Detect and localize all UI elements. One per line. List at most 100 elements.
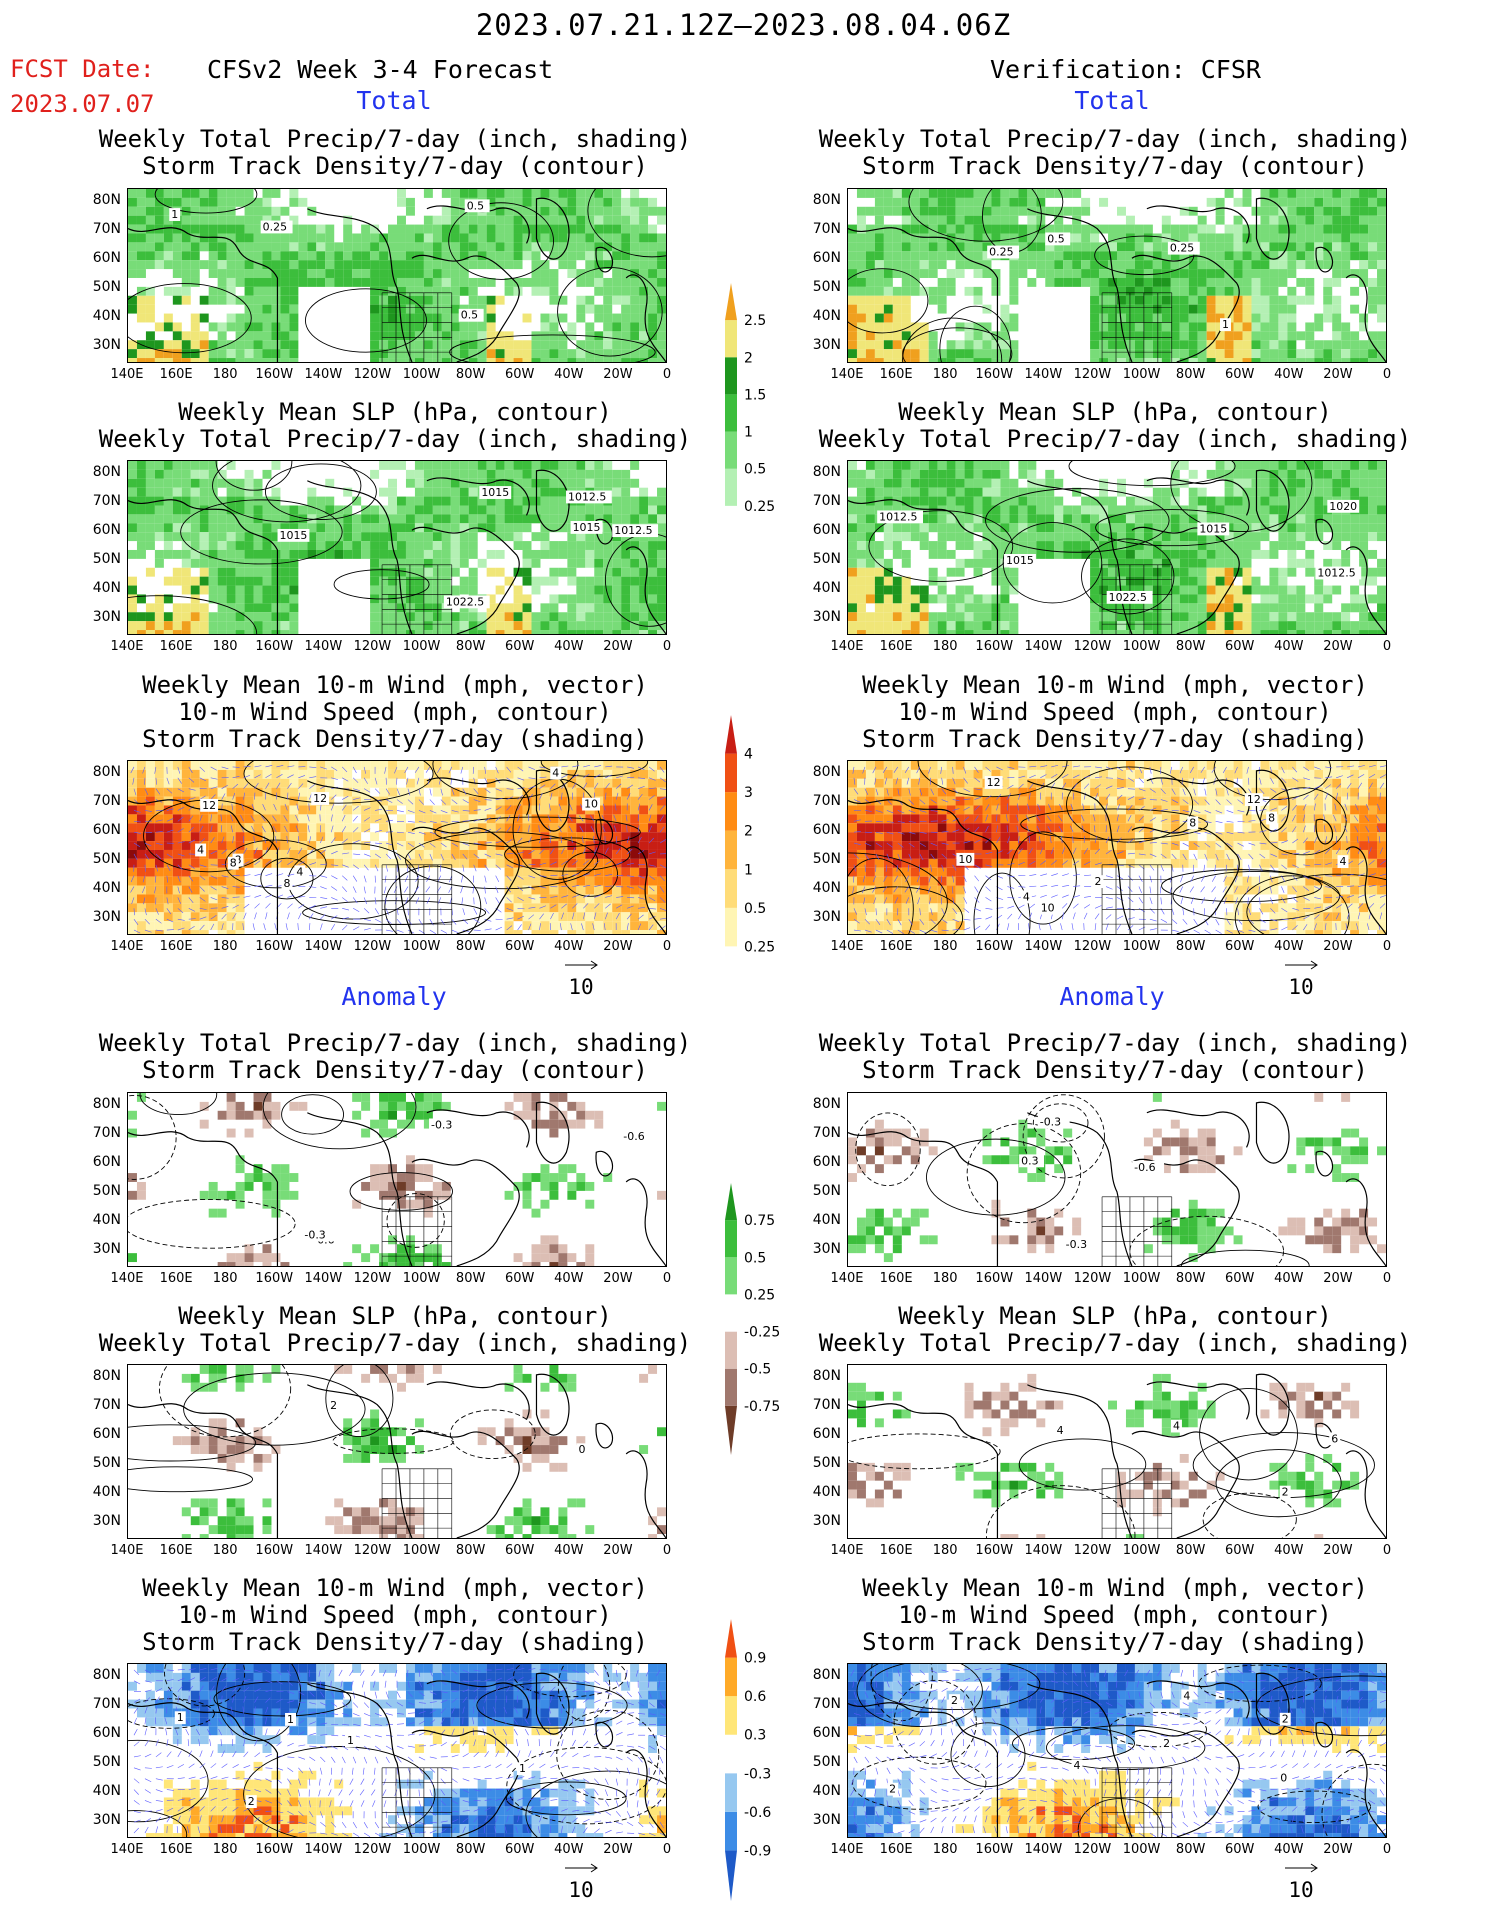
panel-title: Weekly Mean SLP (hPa, contour) Weekly To… — [98, 398, 692, 453]
contour-label: 10 — [1038, 902, 1057, 915]
lon-tick: 140W — [304, 1543, 343, 1558]
lat-tick: 60N — [92, 1426, 121, 1442]
lat-tick: 70N — [92, 793, 121, 809]
lat-tick: 40N — [92, 1212, 121, 1228]
colorbar-swatch — [725, 1657, 737, 1697]
contour-label: 0.25 — [987, 246, 1020, 259]
contour-label: 8 — [227, 857, 239, 870]
lon-tick: 180 — [212, 1543, 238, 1558]
wind-ref-label: 10 — [1288, 1878, 1314, 1902]
colorbar-label: 0.3 — [744, 1728, 766, 1744]
lon-tick: 140E — [830, 367, 864, 382]
colorbar-storm: 0.25 0.5 1 2 3 4 — [722, 700, 792, 1000]
contour-label: 1015 — [570, 521, 603, 534]
lon-tick: 80W — [455, 1543, 486, 1558]
lon-tick: 160E — [159, 939, 193, 954]
lon-tick: 180 — [212, 1842, 238, 1857]
lon-tick: 60W — [1225, 367, 1255, 382]
lon-tick: 40W — [1274, 639, 1304, 654]
lon-tick: 120W — [1073, 1271, 1112, 1286]
lon-tick: 120W — [353, 939, 392, 954]
colorbar-swatch — [725, 1294, 737, 1332]
colorbar-swatch — [725, 283, 737, 321]
lat-tick: 60N — [92, 250, 121, 266]
svg-text:1015: 1015 — [573, 521, 601, 534]
lon-tick: 120W — [353, 1543, 392, 1558]
lon-tick: 0 — [1382, 1842, 1392, 1857]
lat-tick: 40N — [812, 880, 841, 896]
contour-label: 1 — [345, 1734, 356, 1747]
contour-label: 1 — [1220, 318, 1231, 331]
lon-tick: 160W — [255, 639, 294, 654]
panel-title: Weekly Mean SLP (hPa, contour) Weekly To… — [818, 398, 1412, 453]
contour-label: 12 — [200, 799, 219, 812]
svg-text:0.25: 0.25 — [989, 246, 1013, 259]
colorbar-label: 2 — [744, 824, 753, 840]
lon-tick: 120W — [1073, 1543, 1112, 1558]
contour-label: 0.5 — [1045, 232, 1071, 245]
lat-tick: 50N — [812, 1455, 841, 1471]
map-panel-row1-right: 0.25 0.25 0.5 1 — [847, 188, 1387, 363]
map-panel-row2-left: 1015 1012.5 1015 1012.5 1015 1022.5 — [127, 460, 667, 635]
lat-tick: 70N — [812, 793, 841, 809]
lon-tick: 160E — [159, 367, 193, 382]
colorbar-swatch — [725, 869, 737, 908]
lon-tick: 60W — [1225, 639, 1255, 654]
lon-tick: 20W — [1323, 367, 1353, 382]
contour-label: 1022.5 — [443, 595, 490, 608]
colorbar-label: -0.75 — [744, 1399, 780, 1415]
lon-tick: 100W — [1122, 1543, 1161, 1558]
contour-label: -0.3 — [302, 1228, 335, 1241]
colorbar-label: 4 — [744, 747, 753, 763]
contour-label: 1 — [517, 1762, 528, 1775]
lat-tick: 50N — [812, 851, 841, 867]
contour-label: 1020 — [1327, 500, 1360, 513]
contour-label: 6 — [1329, 1432, 1341, 1445]
colorbar-swatch — [725, 946, 737, 997]
lon-tick: 180 — [212, 639, 238, 654]
lat-tick: 30N — [812, 1513, 841, 1529]
fcst-date-block: FCST Date: 2023.07.07 — [10, 52, 155, 122]
contour-label: 10 — [582, 798, 601, 811]
left-anomaly-label: Anomaly — [341, 982, 447, 1011]
colorbar-label: 3 — [744, 785, 753, 801]
lon-tick: 100W — [402, 1271, 441, 1286]
lon-tick: 160E — [879, 1543, 913, 1558]
contour-label: 12 — [984, 776, 1003, 789]
lat-tick: 60N — [92, 822, 121, 838]
map-panel-row3-left: 481248108412 — [127, 760, 667, 935]
lat-tick: 80N — [812, 1667, 841, 1683]
colorbar-label: -0.9 — [744, 1843, 771, 1859]
lat-tick: 30N — [92, 1513, 121, 1529]
lon-tick: 80W — [455, 939, 486, 954]
lon-tick: 120W — [1073, 367, 1112, 382]
lon-tick: 160W — [975, 939, 1014, 954]
contour-label: 1012.5 — [1315, 567, 1362, 579]
lon-tick: 140W — [1024, 639, 1063, 654]
colorbar-swatch — [725, 1811, 737, 1851]
lat-tick: 60N — [812, 1725, 841, 1741]
lat-tick: 30N — [92, 1241, 121, 1257]
lon-tick: 40W — [554, 939, 584, 954]
lat-tick: 30N — [812, 1812, 841, 1828]
contour-label: 12 — [1244, 793, 1263, 806]
lat-tick: 30N — [812, 909, 841, 925]
lon-tick: 80W — [455, 1271, 486, 1286]
colorbar-label: 1 — [744, 425, 753, 441]
wind-reference: 10 — [557, 957, 617, 998]
colorbar-swatch — [725, 394, 737, 432]
lon-tick: 140W — [1024, 939, 1063, 954]
right-anomaly-label: Anomaly — [1059, 982, 1165, 1011]
contour-label: 1022.5 — [1106, 591, 1153, 604]
map-panel-row1-left: 0.25 0.5 1 0.5 — [127, 188, 667, 363]
lat-tick: 80N — [92, 1096, 121, 1112]
map-panel-row6-right: 4 2 2 0 2 4 2 — [847, 1663, 1387, 1838]
lon-tick: 160W — [975, 367, 1014, 382]
lon-tick: 0 — [1382, 367, 1392, 382]
colorbar-label: 0.25 — [744, 939, 775, 955]
lon-tick: 40W — [1274, 1271, 1304, 1286]
wind-reference: 10 — [557, 1860, 617, 1901]
contour-label: 4 — [1337, 855, 1349, 868]
map-panel-row3-right: 4 12 8 10 4 12 10 8 2 — [847, 760, 1387, 935]
lon-tick: 120W — [1073, 939, 1112, 954]
